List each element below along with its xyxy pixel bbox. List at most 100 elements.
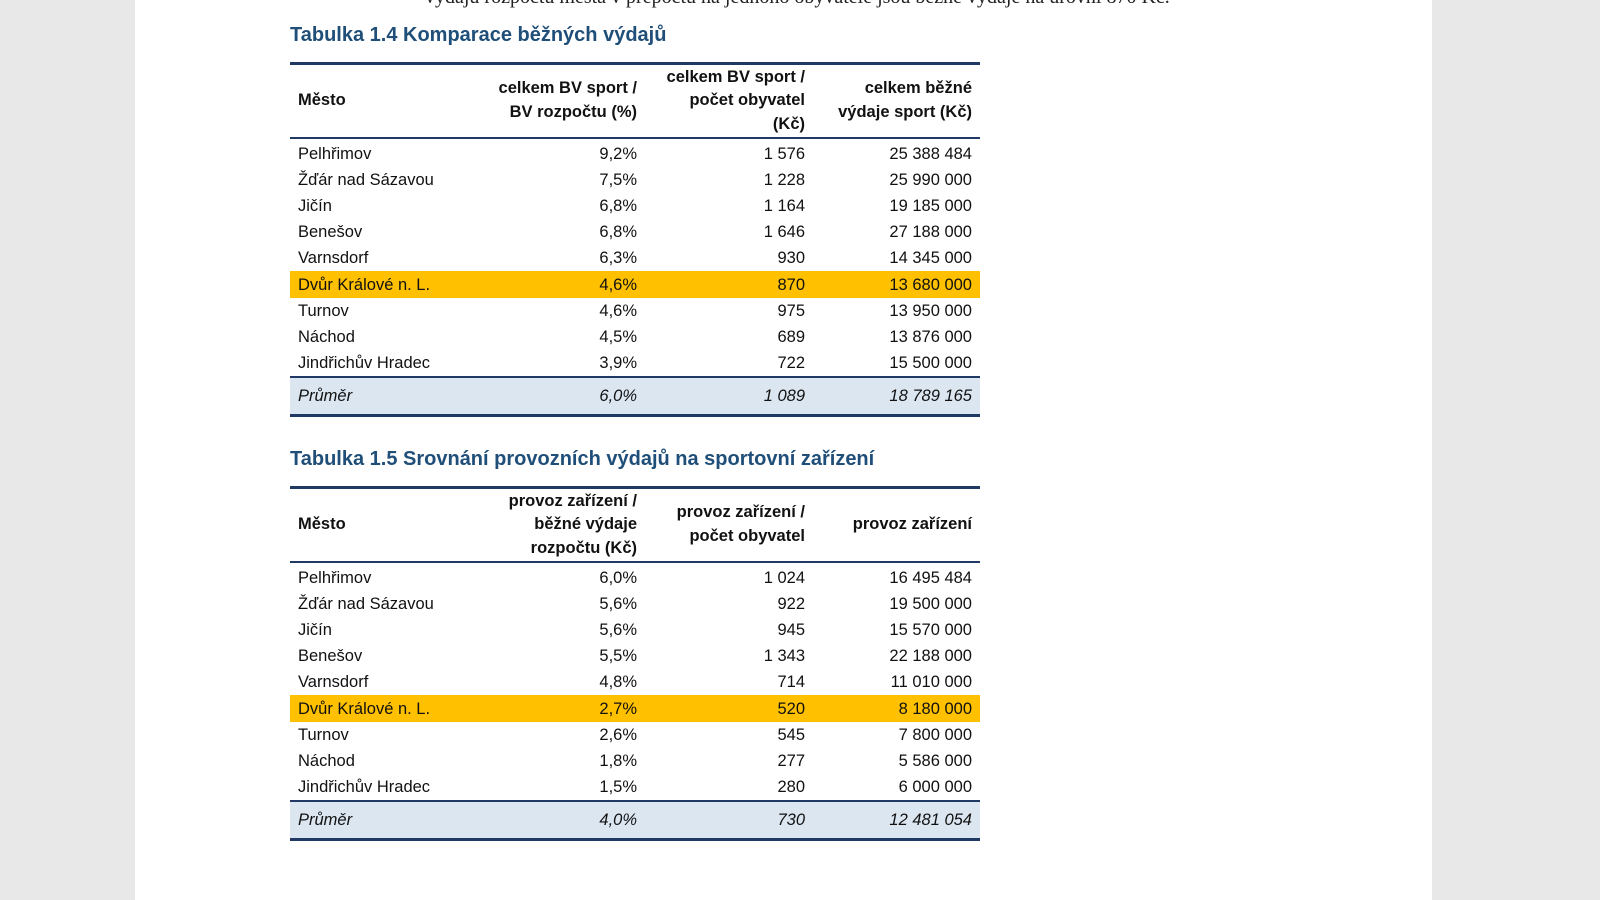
table-body: Pelhřimov 9,2% 1 576 25 388 484 Žďár nad Sáz…: [290, 138, 980, 416]
table-cell: 1 024: [763, 568, 805, 587]
table-cell: 1,8%: [599, 751, 637, 770]
table-cell: 7 800 000: [898, 725, 972, 744]
table-cell: 545: [777, 725, 805, 744]
table-row: Turnov 2,6% 545 7 800 000: [290, 722, 980, 748]
table-cell: 5,6%: [599, 620, 637, 639]
table-cell: 689: [777, 327, 805, 346]
table-section: Tabulka 1.4 Komparace běžných výdajů Měst…: [290, 22, 980, 417]
table-cell: 945: [777, 620, 805, 639]
average-row: Průměr 4,0% 730 12 481 054: [290, 801, 980, 840]
header-line: běžné výdaje: [534, 515, 637, 533]
table-cell: Dvůr Králové n. L.: [298, 275, 431, 294]
table-cell: Průměr: [298, 387, 353, 406]
table-cell: 5 586 000: [898, 751, 972, 770]
table-cell: 15 500 000: [889, 354, 972, 373]
table-cell: Náchod: [298, 751, 355, 770]
header-line: Město: [298, 515, 346, 533]
data-table: Město provoz zařízení / běžné výdaje rozpoč…: [290, 486, 980, 841]
header-row: Město celkem BV sport / BV rozpočtu (%) cel…: [290, 63, 980, 138]
table-section: Tabulka 1.5 Srovnání provozních výdajů n…: [290, 446, 980, 841]
table-cell: 25 990 000: [889, 170, 972, 189]
table-cell: 13 876 000: [889, 327, 972, 346]
table-cell: 280: [777, 778, 805, 797]
table-cell: 6,8%: [599, 196, 637, 215]
header-line: rozpočtu (Kč): [530, 538, 637, 557]
header-cell: provoz zařízení: [813, 488, 980, 562]
table-cell: 12 481 054: [889, 811, 972, 830]
table-cell: 7,5%: [599, 170, 637, 189]
table-cell: 5,6%: [599, 594, 637, 613]
header-line: (Kč): [772, 114, 805, 133]
table-cell: 870: [777, 275, 805, 294]
table-cell: 16 495 484: [889, 568, 972, 587]
table-cell: 5,5%: [599, 647, 637, 666]
table-row: Benešov 5,5% 1 343 22 188 000: [290, 643, 980, 669]
table-cell: 930: [777, 249, 805, 268]
table-cell: 4,0%: [599, 811, 637, 830]
table-cell: Průměr: [298, 811, 353, 830]
table-cell: Jindřichův Hradec: [298, 354, 431, 373]
table-cell: 8 180 000: [898, 699, 972, 718]
table-header: Město provoz zařízení / běžné výdaje rozpoč…: [290, 487, 980, 562]
header-line: Město: [298, 91, 346, 109]
table-cell: Žďár nad Sázavou: [298, 170, 434, 189]
table-cell: 1 646: [763, 223, 805, 242]
table-cell: Dvůr Králové n. L.: [298, 699, 431, 718]
table-cell: 4,6%: [599, 301, 637, 320]
table-cell: 1 164: [763, 196, 805, 215]
intro-text: výdajů rozpočtu města v přepočtu na jedn…: [425, 0, 1170, 9]
table-cell: 1 343: [763, 647, 805, 666]
table-cell: 18 789 165: [889, 387, 972, 406]
table-cell: 922: [777, 594, 805, 613]
table-cell: 4,6%: [599, 275, 637, 294]
table-cell: 2,7%: [599, 699, 637, 718]
table-cell: Pelhřimov: [298, 144, 372, 163]
table-title: Tabulka 1.4 Komparace běžných výdajů: [290, 24, 667, 46]
table-cell: 3,9%: [599, 354, 637, 373]
table-row: Náchod 1,8% 277 5 586 000: [290, 748, 980, 774]
table-row: Varnsdorf 6,3% 930 14 345 000: [290, 245, 980, 271]
header-line: provoz zařízení /: [508, 491, 637, 510]
document-page: výdajů rozpočtu města v přepočtu na jedn…: [135, 0, 1432, 900]
table-cell: Varnsdorf: [298, 673, 369, 692]
table-cell: 730: [777, 811, 805, 830]
table-cell: 1,5%: [599, 778, 637, 797]
table-cell: Jičín: [298, 620, 332, 639]
data-table: Město celkem BV sport / BV rozpočtu (%) cel…: [290, 62, 980, 417]
header-cell: Město: [290, 64, 470, 138]
table-cell: 277: [777, 751, 805, 770]
table-cell: 13 950 000: [889, 301, 972, 320]
table-row: Pelhřimov 9,2% 1 576 25 388 484: [290, 138, 980, 167]
table-cell: 15 570 000: [889, 620, 972, 639]
table-cell: 1 576: [763, 144, 805, 163]
table-cell: 6,3%: [599, 249, 637, 268]
table-row: Dvůr Králové n. L. 4,6% 870 13 680 000: [290, 271, 980, 298]
table-body: Pelhřimov 6,0% 1 024 16 495 484 Žďár nad Sáz…: [290, 562, 980, 840]
table-row: Jičín 5,6% 945 15 570 000: [290, 617, 980, 643]
header-cell: provoz zařízení / počet obyvatel: [645, 488, 813, 562]
table-cell: 25 388 484: [889, 144, 972, 163]
table-row: Žďár nad Sázavou 7,5% 1 228 25 990 000: [290, 167, 980, 193]
table-row: Turnov 4,6% 975 13 950 000: [290, 298, 980, 324]
header-line: výdaje sport (Kč): [838, 102, 972, 121]
header-cell: celkem BV sport / počet obyvatel (Kč): [645, 64, 813, 138]
header-line: celkem BV sport /: [498, 79, 637, 98]
header-line: počet obyvatel: [689, 526, 805, 545]
table-cell: Turnov: [298, 301, 349, 320]
table-cell: Varnsdorf: [298, 249, 369, 268]
header-line: celkem běžné: [864, 79, 972, 98]
table-cell: 4,5%: [599, 327, 637, 346]
table-row: Jindřichův Hradec 1,5% 280 6 000 000: [290, 774, 980, 801]
table-cell: 13 680 000: [889, 275, 972, 294]
table-cell: Benešov: [298, 223, 363, 242]
table-cell: 19 185 000: [889, 196, 972, 215]
table-cell: 27 188 000: [889, 223, 972, 242]
average-row: Průměr 6,0% 1 089 18 789 165: [290, 377, 980, 416]
table-cell: 1 089: [763, 387, 805, 406]
table-cell: 19 500 000: [889, 594, 972, 613]
header-cell: Město: [290, 488, 470, 562]
table-cell: 722: [777, 354, 805, 373]
header-line: provoz zařízení: [852, 515, 972, 533]
header-cell: celkem běžné výdaje sport (Kč): [813, 64, 980, 138]
